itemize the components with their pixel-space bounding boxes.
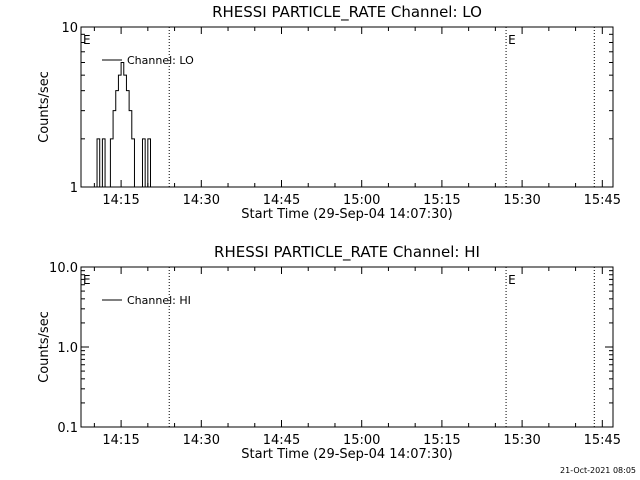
plot-lo-channel: RHESSI PARTICLE_RATE Channel: LO 14:15 14:… <box>37 3 621 222</box>
series-line <box>94 61 154 188</box>
x-tick-label: 14:45 <box>263 433 300 448</box>
x-tick-label: 15:15 <box>423 193 460 208</box>
footer-timestamp: 21-Oct-2021 08:05 <box>560 466 636 475</box>
x-tick-label: 14:15 <box>102 433 139 448</box>
event-marker-label: E <box>508 273 516 287</box>
x-tick-label: 15:45 <box>584 433 621 448</box>
x-tick-label: 14:30 <box>183 193 220 208</box>
legend-label: Channel: HI <box>127 294 191 307</box>
plot-frame <box>80 26 614 188</box>
event-marker-label: E <box>83 273 91 287</box>
x-tick-label: 14:30 <box>183 433 220 448</box>
chart-title: RHESSI PARTICLE_RATE Channel: LO <box>212 3 482 22</box>
plot-hi-channel: RHESSI PARTICLE_RATE Channel: HI 14:15 14:… <box>37 243 621 462</box>
event-marker-label: E <box>83 33 91 47</box>
x-tick-label: 15:00 <box>343 193 380 208</box>
y-tick-label: 1 <box>70 181 78 196</box>
chart-title: RHESSI PARTICLE_RATE Channel: HI <box>214 243 480 262</box>
x-tick-label: 14:45 <box>263 193 300 208</box>
y-axis-label: Counts/sec <box>37 311 52 383</box>
legend-label: Channel: LO <box>127 54 194 67</box>
x-tick-label: 14:15 <box>102 193 139 208</box>
x-axis-label: Start Time (29-Sep-04 14:07:30) <box>241 207 452 222</box>
y-tick-label: 0.1 <box>57 421 78 436</box>
x-tick-label: 15:45 <box>584 193 621 208</box>
x-axis-label: Start Time (29-Sep-04 14:07:30) <box>241 447 452 462</box>
x-tick-label: 15:30 <box>503 193 540 208</box>
event-marker-label: E <box>508 33 516 47</box>
y-axis-label: Counts/sec <box>37 71 52 143</box>
x-tick-label: 15:15 <box>423 433 460 448</box>
x-tick-label: 15:30 <box>503 433 540 448</box>
y-tick-label: 10.0 <box>49 261 78 276</box>
x-tick-label: 15:00 <box>343 433 380 448</box>
y-tick-label: 1.0 <box>57 341 78 356</box>
plot-frame <box>80 266 614 428</box>
y-tick-label: 10 <box>61 21 78 36</box>
